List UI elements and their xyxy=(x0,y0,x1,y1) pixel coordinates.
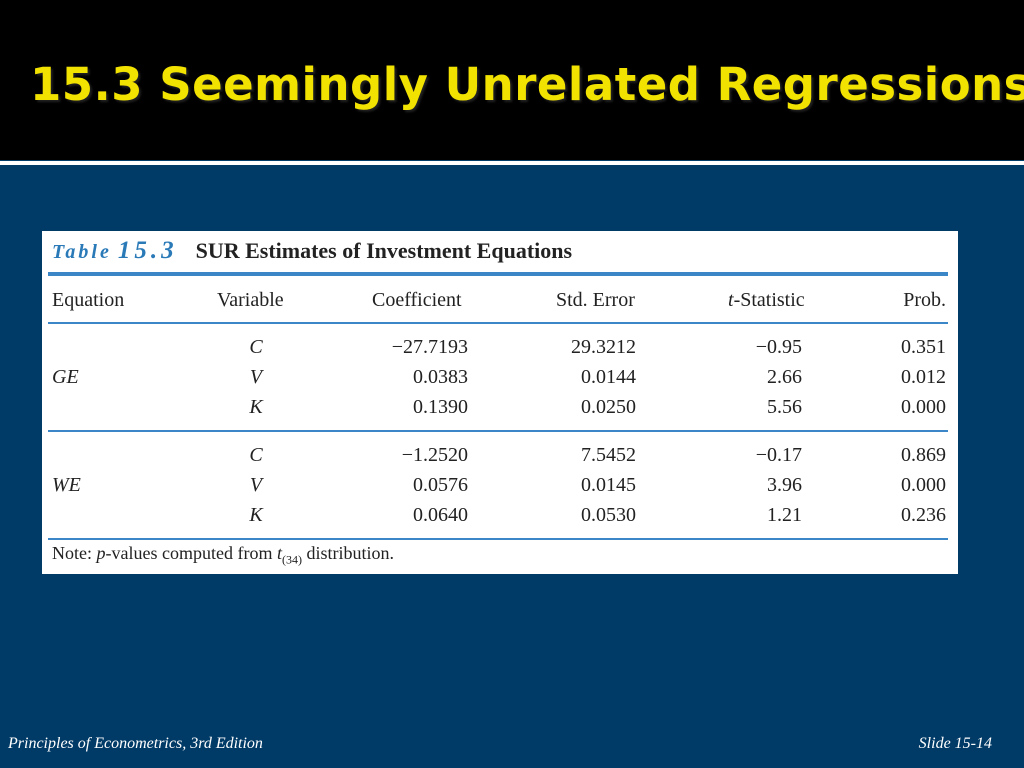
header-std-error: Std. Error xyxy=(556,289,635,311)
table-top-rule xyxy=(48,272,948,276)
cell-prob: 0.351 xyxy=(901,336,946,358)
group-divider-rule xyxy=(48,430,948,432)
cell-coefficient: −27.7193 xyxy=(391,336,468,358)
cell-t-statistic: 2.66 xyxy=(767,366,802,388)
cell-equation: GE xyxy=(52,366,79,388)
cell-variable: K xyxy=(249,504,263,526)
cell-variable: K xyxy=(249,396,263,418)
cell-t-statistic: 3.96 xyxy=(767,474,802,496)
cell-std-error: 0.0250 xyxy=(581,396,636,418)
footer-slide-number: Slide 15-14 xyxy=(918,735,992,752)
header-prob: Prob. xyxy=(903,289,946,311)
cell-coefficient: 0.0640 xyxy=(413,504,468,526)
footer-book-title: Principles of Econometrics, 3rd Edition xyxy=(8,735,263,752)
title-bar: 15.3 Seemingly Unrelated Regressions xyxy=(0,0,1024,160)
header-t-suffix: -Statistic xyxy=(733,289,805,311)
note-suffix: distribution. xyxy=(301,543,394,563)
table-panel: Table 15.3 SUR Estimates of Investment Equ… xyxy=(42,231,958,574)
cell-std-error: 0.0144 xyxy=(581,366,636,388)
note-prefix: Note: xyxy=(52,543,97,563)
title-divider xyxy=(0,161,1024,165)
table-note: Note: p-values computed from t(34) distr… xyxy=(52,543,394,568)
cell-t-statistic: 5.56 xyxy=(767,396,802,418)
table-label-word: Table xyxy=(52,241,112,263)
cell-prob: 0.012 xyxy=(901,366,946,388)
cell-t-statistic: −0.17 xyxy=(755,444,802,466)
cell-coefficient: 0.0576 xyxy=(413,474,468,496)
cell-std-error: 29.3212 xyxy=(571,336,636,358)
header-rule xyxy=(48,322,948,324)
note-subscript: (34) xyxy=(281,552,302,567)
table-title: SUR Estimates of Investment Equations xyxy=(195,238,573,263)
cell-std-error: 7.5452 xyxy=(581,444,636,466)
header-t-letter: t xyxy=(728,289,734,311)
cell-coefficient: −1.2520 xyxy=(401,444,468,466)
cell-std-error: 0.0530 xyxy=(581,504,636,526)
note-p: p xyxy=(96,543,106,563)
note-t: t xyxy=(276,543,282,563)
cell-prob: 0.000 xyxy=(901,396,946,418)
cell-variable: C xyxy=(249,444,263,466)
cell-t-statistic: 1.21 xyxy=(767,504,802,526)
cell-prob: 0.000 xyxy=(901,474,946,496)
header-coefficient: Coefficient xyxy=(372,289,462,311)
slide-title: 15.3 Seemingly Unrelated Regressions xyxy=(30,58,1024,111)
cell-variable: V xyxy=(249,366,263,388)
cell-variable: V xyxy=(249,474,263,496)
cell-std-error: 0.0145 xyxy=(581,474,636,496)
cell-coefficient: 0.0383 xyxy=(413,366,468,388)
table-label-number: 15.3 xyxy=(117,237,178,264)
cell-prob: 0.869 xyxy=(901,444,946,466)
cell-coefficient: 0.1390 xyxy=(413,396,468,418)
cell-prob: 0.236 xyxy=(901,504,946,526)
table-bottom-rule xyxy=(48,538,948,540)
cell-variable: C xyxy=(249,336,263,358)
header-variable: Variable xyxy=(217,289,284,311)
header-t-statistic: t-Statistic xyxy=(728,288,805,312)
header-equation: Equation xyxy=(52,289,125,311)
cell-equation: WE xyxy=(52,474,81,496)
note-middle: -values computed from xyxy=(105,543,277,563)
cell-t-statistic: −0.95 xyxy=(755,336,802,358)
table-caption: Table 15.3 SUR Estimates of Investment Equ… xyxy=(52,237,572,265)
